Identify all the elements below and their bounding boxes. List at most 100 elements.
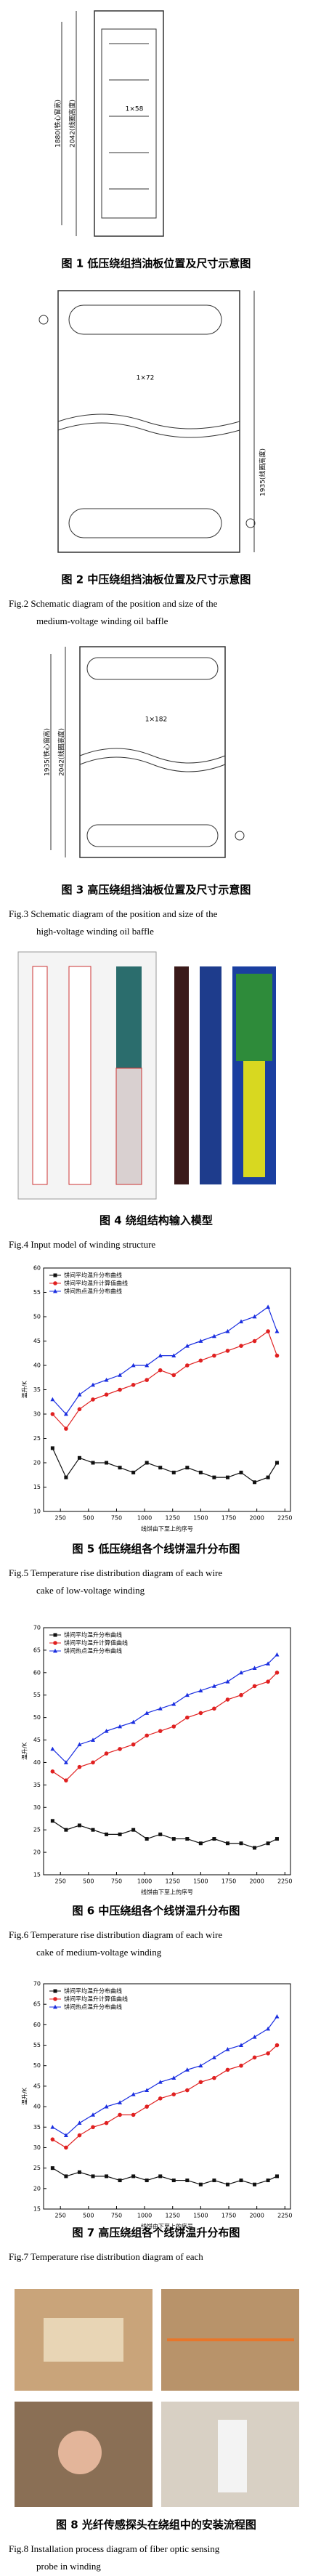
x-tick-label: 500 (83, 1878, 94, 1885)
point (185, 1715, 190, 1720)
y-tick-label: 40 (33, 2104, 41, 2110)
y-axis-label: 温升/K (22, 1381, 28, 1399)
point (104, 1751, 109, 1756)
point (252, 1665, 257, 1671)
point (91, 2174, 95, 2179)
y-tick-label: 60 (33, 2022, 41, 2028)
point (184, 1344, 190, 1348)
point (63, 2133, 68, 2137)
point (91, 2112, 95, 2117)
legend-marker (53, 1648, 57, 1653)
y-tick-label: 40 (33, 1759, 41, 1766)
point (145, 1461, 149, 1465)
caption-en: Fig.8 Installation process diagram of fi… (9, 2543, 220, 2554)
series-line (52, 1820, 277, 1849)
series-line (52, 2016, 277, 2136)
point (104, 2120, 109, 2125)
y-tick-label: 10 (33, 1509, 41, 1515)
y-tick-label: 65 (33, 1647, 41, 1653)
point (225, 1475, 229, 1479)
point (158, 1729, 163, 1733)
legend-label: 饼间平均温升分布曲线 (64, 1987, 122, 1995)
point (225, 2182, 229, 2187)
point (158, 1832, 163, 1836)
point (266, 1329, 270, 1333)
x-tick-label: 250 (55, 1878, 66, 1885)
y-tick-label: 25 (33, 1435, 41, 1442)
drawing-label: 1935(铁心窗高) (43, 728, 52, 776)
x-axis-label: 线饼由下至上的序号 (141, 1525, 193, 1533)
caption-cn: 图 7 高压绕组各个线饼温升分布图 (73, 2226, 240, 2240)
point (198, 1339, 203, 1343)
point (184, 2067, 190, 2072)
x-tick-label: 2000 (249, 2213, 264, 2219)
y-tick-label: 60 (33, 1265, 41, 1272)
point (91, 1828, 95, 1832)
point (266, 1475, 270, 1479)
point (211, 1684, 216, 1688)
point (225, 2046, 230, 2051)
point (131, 1828, 136, 1832)
x-tick-label: 2000 (249, 1878, 264, 1885)
y-tick-label: 35 (33, 1386, 41, 1393)
legend-marker (53, 1273, 57, 1277)
point (50, 1397, 55, 1402)
point (104, 1728, 109, 1733)
x-tick-label: 1250 (166, 2213, 180, 2219)
y-tick-label: 15 (33, 2206, 41, 2213)
point (225, 1841, 229, 1846)
point (275, 1837, 279, 1841)
point (275, 1652, 280, 1657)
legend-label: 饼间平均温升分布曲线 (64, 1272, 122, 1279)
x-tick-label: 2250 (277, 1515, 292, 1522)
caption-cn: 图 8 光纤传感探头在绕组中的安装流程图 (56, 2519, 256, 2532)
point (239, 1319, 243, 1324)
point (64, 2174, 68, 2179)
point (171, 1353, 176, 1357)
point (211, 1333, 216, 1339)
point (118, 1373, 123, 1377)
point (118, 2112, 122, 2117)
point (64, 1778, 68, 1782)
point (225, 2067, 230, 2072)
x-axis-label: 线饼由下至上的序号 (141, 2223, 193, 2230)
point (118, 1466, 122, 1470)
caption-en: high-voltage winding oil baffle (36, 926, 154, 937)
x-tick-label: 2250 (277, 1878, 292, 1885)
y-tick-label: 70 (33, 1625, 41, 1631)
drawing-label: 1880(铁心窗高) (54, 100, 62, 148)
point (171, 1724, 176, 1729)
caption-en: Fig.5 Temperature rise distribution diag… (9, 1567, 222, 1578)
point (252, 1314, 257, 1319)
y-tick-label: 15 (33, 1484, 41, 1490)
point (145, 2104, 149, 2109)
y-tick-label: 25 (33, 2165, 41, 2171)
point (239, 1470, 243, 1474)
series-line (52, 1448, 277, 1483)
point (64, 1475, 68, 1479)
figure-2-drawing (38, 290, 256, 553)
point (50, 1412, 55, 1416)
point (50, 1446, 54, 1450)
x-tick-label: 1000 (137, 1515, 152, 1522)
point (50, 2125, 55, 2129)
drawing-label: 2042(线圈高度) (68, 100, 77, 148)
point (198, 1711, 203, 1716)
point (171, 1701, 176, 1706)
point (171, 1373, 176, 1378)
point (266, 2026, 271, 2031)
point (118, 1747, 122, 1751)
caption-cn: 图 5 低压绕组各个线饼温升分布图 (73, 1543, 240, 1556)
point (91, 1760, 95, 1765)
caption-cn: 图 2 中压绕组挡油板位置及尺寸示意图 (62, 573, 251, 586)
x-axis-label: 线饼由下至上的序号 (141, 1889, 193, 1896)
point (77, 1392, 82, 1397)
plot-frame (43, 1627, 291, 1876)
point (275, 2174, 279, 2179)
figure-1-drawing (61, 10, 164, 237)
point (118, 1387, 122, 1392)
y-tick-label: 30 (33, 1411, 41, 1418)
x-tick-label: 1500 (193, 1878, 208, 1885)
y-tick-label: 50 (33, 1314, 41, 1320)
